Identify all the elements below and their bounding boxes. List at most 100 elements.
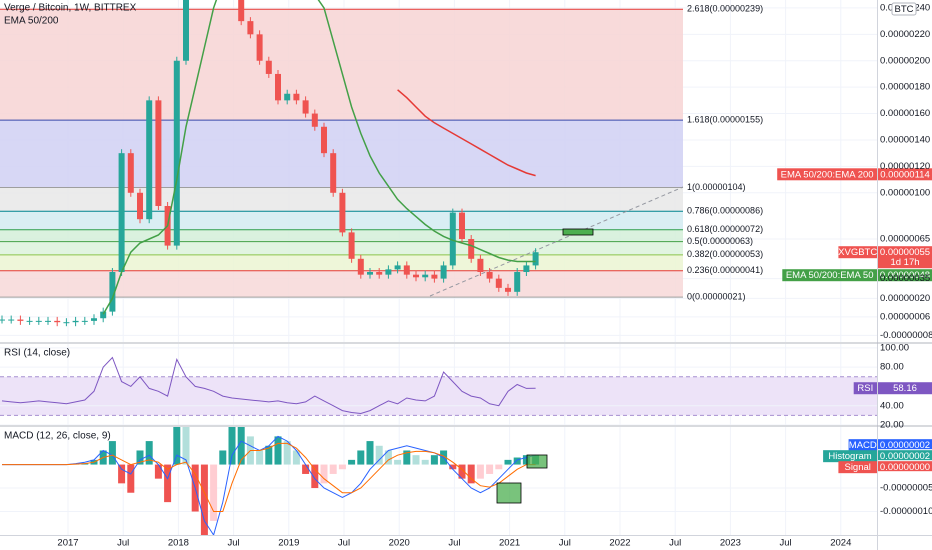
histogram-bar [421, 459, 429, 465]
time-label: 2023 [720, 538, 741, 549]
name-badge-label: RSI [857, 383, 873, 394]
histogram-bar [430, 455, 438, 465]
value-badge [878, 450, 932, 461]
indicator-title: EMA 50/200 [4, 16, 59, 27]
candle [394, 265, 401, 270]
rsi-tick-label: 80.00 [880, 362, 904, 373]
histogram-bar [513, 457, 521, 465]
price-pane: 2.618(0.00000239) 1.618(0.00000155) 1(0.00… [0, 0, 877, 342]
symbol-title: Verge / Bitcoin, 1W, BITTREX [4, 3, 137, 14]
candle [367, 272, 373, 275]
price-tick-label: 0.00000065 [880, 234, 930, 245]
histogram-bar [274, 436, 282, 465]
price-tick-label: -0.00000008 [880, 330, 932, 341]
price-tick-label: 0.00000200 [880, 55, 930, 66]
candle [468, 239, 475, 259]
candle [293, 93, 300, 101]
candle [422, 274, 429, 278]
fib-label: 0.5(0.00000063) [687, 236, 753, 246]
candle [477, 258, 484, 273]
candle [449, 212, 456, 266]
histogram-bar [164, 464, 172, 503]
value-badge [878, 461, 932, 472]
price-tick-label: 0.00000120 [880, 161, 930, 172]
histogram-bar [219, 450, 227, 465]
candle [459, 212, 465, 240]
candle [8, 319, 15, 321]
value-badge-label: 58.16 [893, 383, 917, 394]
price-tick-label: 0.00000006 [880, 311, 930, 322]
candle [311, 113, 318, 127]
candle [532, 252, 539, 266]
price-tick-label: 0.00000035 [880, 273, 930, 284]
candle [127, 153, 134, 193]
histogram-bar [118, 464, 126, 484]
unit-badge [891, 2, 917, 16]
candle [109, 272, 116, 312]
histogram-bar [467, 464, 475, 484]
candle [238, 0, 245, 22]
price-tick-label: 0.00000100 [880, 187, 930, 198]
fib-band [0, 9, 683, 121]
histogram-bar [522, 455, 530, 465]
candle [35, 320, 42, 322]
price-tick-label: 0.00000220 [880, 29, 930, 40]
signal-line [2, 442, 536, 512]
candle [385, 269, 392, 275]
histogram-bar [228, 427, 236, 465]
macd-title: MACD (12, 26, close, 9) [4, 431, 111, 442]
candle [403, 265, 410, 275]
name-badge-label: XVGBTC [838, 247, 877, 258]
countdown: 1d 17h [890, 257, 919, 268]
candle [81, 320, 88, 322]
histogram-bar [265, 445, 273, 465]
rsi-title: RSI (14, close) [4, 348, 70, 359]
macd-tick-label: -0.00000005 [880, 483, 932, 494]
candle [505, 287, 511, 292]
fib-band [0, 254, 683, 271]
candle [265, 60, 272, 74]
ema50-line [102, 0, 536, 315]
macd-line [2, 435, 536, 535]
macd-tick-label: -0.00000010 [880, 506, 932, 517]
rsi-tick-label: 20.00 [880, 420, 904, 431]
fib-label: 0.382(0.00000053) [687, 249, 763, 259]
candle [137, 192, 143, 220]
candle [376, 272, 383, 275]
time-label: Jul [448, 538, 460, 549]
candle [348, 232, 355, 259]
candle [54, 320, 61, 323]
rsi-tick-label: 40.00 [880, 400, 904, 411]
histogram-bar [384, 450, 392, 465]
value-badge [878, 246, 932, 269]
candle [17, 319, 24, 321]
candle [256, 34, 263, 61]
value-badge-label: 0.00000002 [880, 440, 930, 451]
histogram-bar [173, 427, 181, 465]
candle [118, 153, 125, 273]
value-badge-label: 0.00000002 [880, 451, 930, 462]
candle [321, 126, 327, 154]
rsi-tick-label: 100.00 [880, 342, 909, 353]
candle [72, 320, 79, 323]
fib-label: 0.786(0.00000086) [687, 206, 763, 216]
annotation-box [496, 482, 522, 504]
time-label: 2018 [168, 538, 189, 549]
time-label: Jul [780, 538, 792, 549]
macd-pane [0, 427, 877, 535]
candle [275, 73, 281, 101]
fib-label: 1.618(0.00000155) [687, 115, 763, 125]
histogram-bar [320, 464, 328, 484]
histogram-bar [486, 464, 494, 474]
histogram-bar [375, 445, 383, 465]
candle [431, 274, 438, 279]
fib-label: 1(0.00000104) [687, 182, 746, 192]
histogram-bar [366, 441, 374, 465]
candle [247, 21, 254, 35]
name-badge [777, 168, 877, 181]
time-label: Jul [338, 538, 350, 549]
name-badge [838, 246, 877, 259]
candle [440, 265, 447, 279]
value-badge-label: 0.00000000 [880, 462, 930, 473]
